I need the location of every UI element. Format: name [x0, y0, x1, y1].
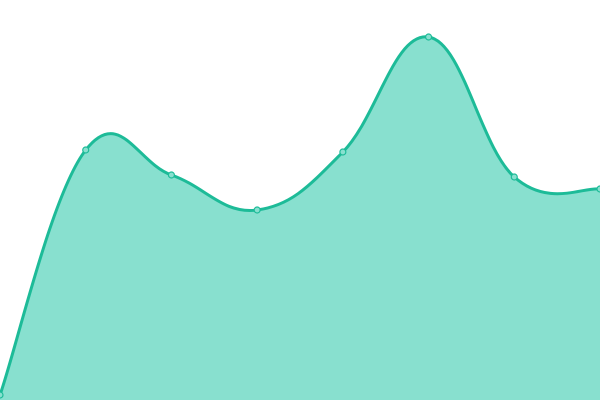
- data-point: [596, 185, 600, 193]
- data-point: [510, 173, 518, 181]
- area-fill: [0, 36, 600, 400]
- data-point: [339, 148, 347, 156]
- data-point: [253, 206, 261, 214]
- data-point: [424, 33, 433, 41]
- data-point: [0, 391, 4, 399]
- data-points: [0, 33, 600, 399]
- data-point: [82, 146, 90, 154]
- data-point: [167, 171, 176, 179]
- series-line: [0, 35, 600, 396]
